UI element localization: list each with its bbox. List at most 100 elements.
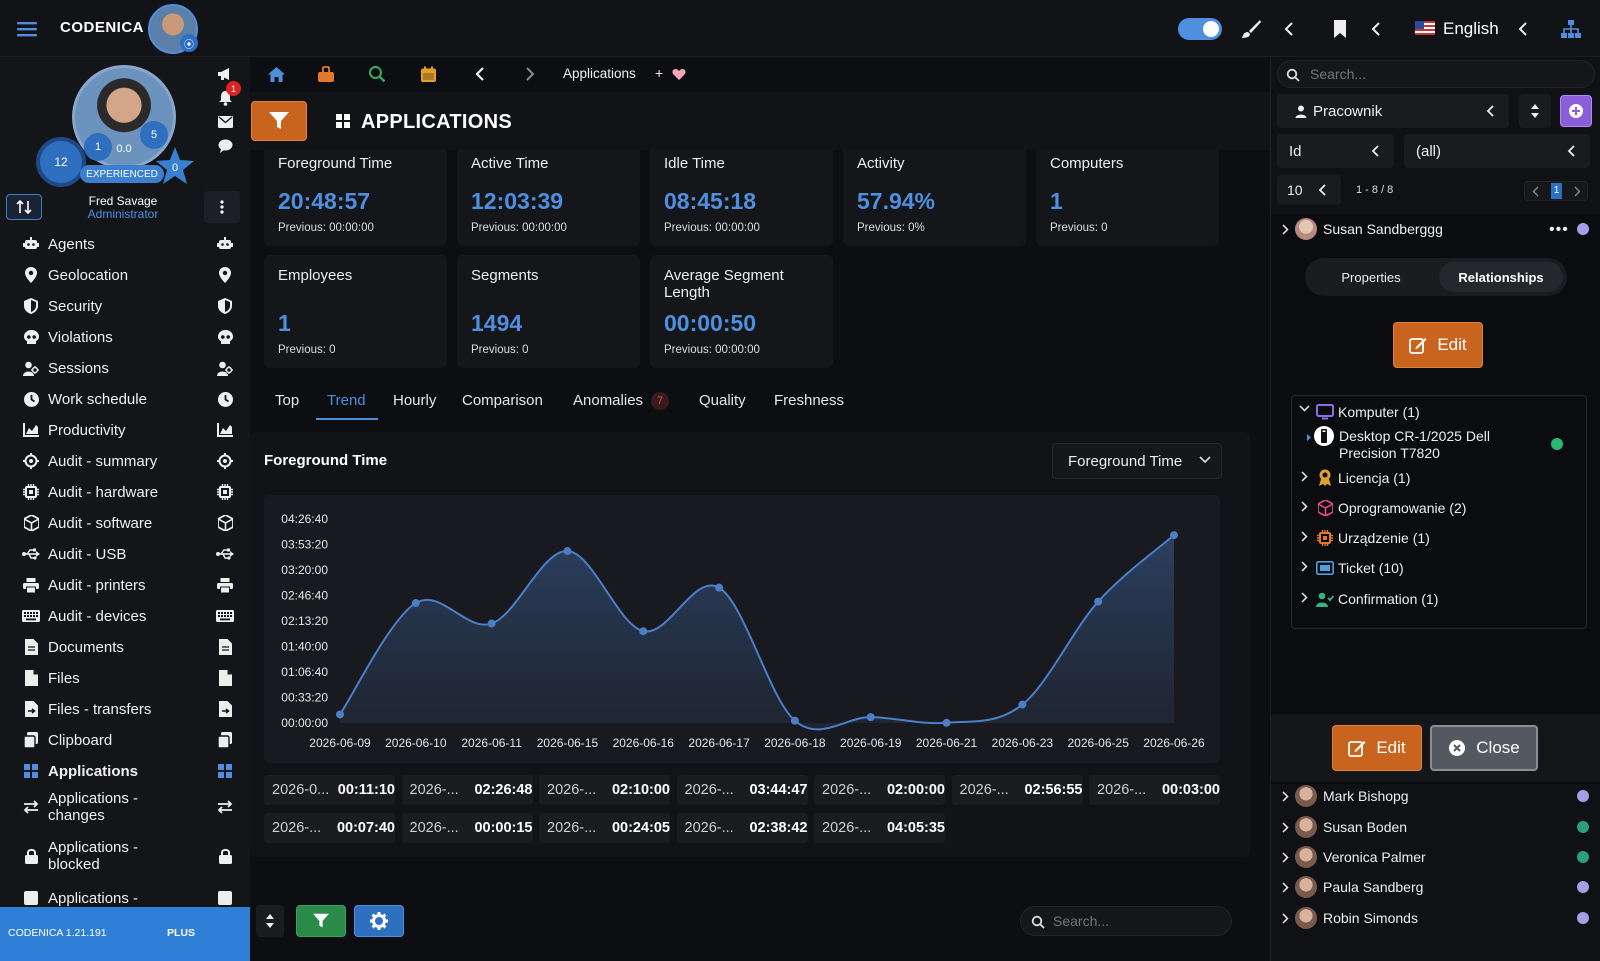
chevron-right-icon[interactable] xyxy=(1298,592,1310,603)
data-point[interactable] xyxy=(336,710,344,719)
data-point[interactable] xyxy=(1170,531,1178,540)
sidebar-item-2[interactable]: Geolocation xyxy=(0,260,250,291)
edit-relationships-button[interactable]: Edit xyxy=(1393,322,1483,368)
chevron-right-icon[interactable] xyxy=(520,65,540,83)
tab-properties[interactable]: Properties xyxy=(1341,269,1401,285)
chevron-down-icon[interactable] xyxy=(1298,405,1310,412)
tab-comparison[interactable]: Comparison xyxy=(462,392,543,409)
data-point[interactable] xyxy=(942,718,951,727)
next-page-icon[interactable] xyxy=(1574,186,1581,197)
sidebar-item-6[interactable]: Work schedule xyxy=(0,384,250,415)
person-row[interactable]: Veronica Palmer xyxy=(1279,842,1595,872)
tab-hourly[interactable]: Hourly xyxy=(393,392,436,409)
data-point[interactable] xyxy=(1018,700,1027,709)
megaphone-icon[interactable] xyxy=(216,65,234,83)
value-cell-value: 02:00:00 xyxy=(886,782,945,798)
more-horizontal-icon[interactable]: ••• xyxy=(1549,221,1569,238)
current-page[interactable]: 1 xyxy=(1551,183,1562,199)
chevron-left-icon[interactable] xyxy=(1363,16,1389,42)
sidebar-item-3[interactable]: Security xyxy=(0,291,250,322)
sidebar-item-9[interactable]: Audit - hardware xyxy=(0,477,250,508)
sidebar-item-4[interactable]: Violations xyxy=(0,322,250,353)
chevron-right-icon[interactable] xyxy=(1298,471,1310,482)
chevron-right-icon[interactable] xyxy=(1303,433,1315,442)
sidebar-item-18[interactable]: Applications xyxy=(0,756,250,787)
selected-person-row[interactable]: Susan Sandberggg ••• xyxy=(1279,214,1595,244)
tab-anomalies[interactable]: Anomalies 7 xyxy=(573,392,670,410)
brush-icon[interactable] xyxy=(1238,16,1264,42)
sidebar-item-20[interactable]: Applications - blocked xyxy=(0,834,250,878)
data-point[interactable] xyxy=(487,619,496,628)
tab-trend[interactable]: Trend xyxy=(327,392,366,409)
chat-icon[interactable] xyxy=(216,137,234,155)
add-record-button[interactable] xyxy=(1560,95,1592,127)
filter-button[interactable] xyxy=(251,101,307,141)
data-point[interactable] xyxy=(790,716,799,725)
chevron-left-icon[interactable] xyxy=(1276,16,1302,42)
sidebar-item-17[interactable]: Clipboard xyxy=(0,725,250,756)
sidebar-item-13[interactable]: Audit - devices xyxy=(0,601,250,632)
breadcrumb-add[interactable]: + xyxy=(655,65,664,81)
data-point[interactable] xyxy=(639,627,648,636)
sort-toggle-button[interactable] xyxy=(256,905,284,937)
metric-select[interactable]: Foreground Time xyxy=(1052,443,1222,479)
page-size-select[interactable]: 10 xyxy=(1277,175,1341,205)
language-selector[interactable]: English xyxy=(1443,19,1499,38)
search-icon[interactable] xyxy=(367,65,387,83)
bottom-search-input[interactable] xyxy=(1053,911,1223,931)
sidebar-item-5[interactable]: Sessions xyxy=(0,353,250,384)
data-point[interactable] xyxy=(1094,597,1103,606)
prev-page-icon[interactable] xyxy=(1532,186,1539,197)
chevron-right-icon[interactable] xyxy=(1298,561,1310,572)
hamburger-icon[interactable] xyxy=(16,18,38,40)
sidebar-item-7[interactable]: Productivity xyxy=(0,415,250,446)
toolbox-icon[interactable] xyxy=(316,65,336,83)
sidebar-item-15[interactable]: Files xyxy=(0,663,250,694)
swap-sort-button[interactable] xyxy=(6,194,42,220)
sidebar-item-19[interactable]: Applications - changes xyxy=(0,785,250,829)
field-select[interactable]: Id xyxy=(1277,134,1394,168)
sidebar-item-16[interactable]: Files - transfers xyxy=(0,694,250,725)
close-button[interactable]: Close xyxy=(1430,725,1538,771)
entity-select[interactable]: Pracownik xyxy=(1277,94,1509,128)
sort-order-button[interactable] xyxy=(1519,94,1551,128)
breadcrumb-current[interactable]: Applications xyxy=(563,66,636,81)
sidebar-item-12[interactable]: Audit - printers xyxy=(0,570,250,601)
sitemap-icon[interactable] xyxy=(1558,16,1584,42)
chevron-right-icon[interactable] xyxy=(1298,531,1310,542)
sidebar-item-11[interactable]: Audit - USB xyxy=(0,539,250,570)
data-point[interactable] xyxy=(866,713,875,722)
tab-relationships[interactable]: Relationships xyxy=(1439,262,1563,292)
home-icon[interactable] xyxy=(266,65,286,83)
data-point[interactable] xyxy=(411,599,420,608)
chevron-right-icon[interactable] xyxy=(1298,501,1310,512)
bookmark-icon[interactable] xyxy=(1327,16,1353,42)
chevron-left-icon[interactable] xyxy=(1510,16,1536,42)
tab-quality[interactable]: Quality xyxy=(699,392,746,409)
calendar-icon[interactable] xyxy=(418,65,438,83)
sidebar-item-21[interactable]: Applications - xyxy=(0,883,250,914)
tab-top[interactable]: Top xyxy=(275,392,299,409)
data-point[interactable] xyxy=(563,547,572,556)
sidebar-item-14[interactable]: Documents xyxy=(0,632,250,663)
edit-button[interactable]: Edit xyxy=(1332,725,1422,771)
chevron-left-icon[interactable] xyxy=(470,65,490,83)
sidebar-item-8[interactable]: Audit - summary xyxy=(0,446,250,477)
person-row[interactable]: Paula Sandberg xyxy=(1279,872,1595,902)
heart-icon[interactable] xyxy=(671,66,687,82)
sidebar-item-10[interactable]: Audit - software xyxy=(0,508,250,539)
person-row[interactable]: Susan Boden xyxy=(1279,812,1595,842)
more-options-button[interactable] xyxy=(204,191,240,223)
person-row[interactable]: Robin Simonds xyxy=(1279,903,1595,933)
sidebar-item-1[interactable]: Agents xyxy=(0,229,250,260)
filter-select[interactable]: (all) xyxy=(1404,134,1590,168)
data-point[interactable] xyxy=(715,583,724,592)
person-row[interactable]: Mark Bishopg xyxy=(1279,781,1595,811)
settings-button[interactable] xyxy=(354,905,404,937)
envelope-icon[interactable] xyxy=(216,113,234,131)
theme-toggle[interactable] xyxy=(1178,18,1222,40)
top-avatar[interactable] xyxy=(148,4,198,54)
right-search-input[interactable] xyxy=(1310,65,1580,83)
apply-filter-button[interactable] xyxy=(296,905,346,937)
tab-freshness[interactable]: Freshness xyxy=(774,392,844,409)
